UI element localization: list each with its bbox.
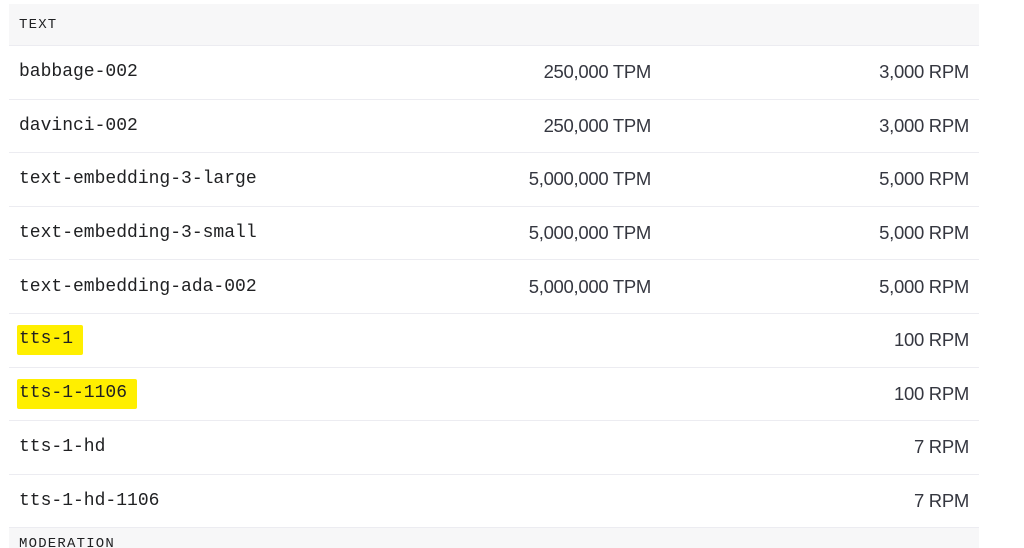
model-name-cell: davinci-002 xyxy=(9,116,439,136)
model-name: tts-1-1106 xyxy=(17,379,137,409)
rpm-cell: 3,000 RPM xyxy=(651,61,969,83)
rpm-cell: 100 RPM xyxy=(651,329,969,351)
model-name-cell: tts-1-hd-1106 xyxy=(9,491,439,511)
section-header-moderation: MODERATION xyxy=(9,528,979,548)
model-name-cell: text-embedding-ada-002 xyxy=(9,277,439,297)
tpm-cell: 5,000,000 TPM xyxy=(439,222,651,244)
rpm-cell: 5,000 RPM xyxy=(651,168,969,190)
section-header-text: TEXT xyxy=(9,4,979,46)
rpm-cell: 7 RPM xyxy=(651,490,969,512)
model-name-cell: babbage-002 xyxy=(9,62,439,82)
model-name: tts-1-hd xyxy=(19,437,105,457)
section-header-label: MODERATION xyxy=(19,536,115,548)
table-row: tts-1-hd 7 RPM xyxy=(9,421,979,475)
tpm-cell: 250,000 TPM xyxy=(439,61,651,83)
rpm-cell: 5,000 RPM xyxy=(651,222,969,244)
table-row: tts-1 100 RPM xyxy=(9,314,979,368)
model-name: text-embedding-3-small xyxy=(19,223,257,243)
model-name-cell: text-embedding-3-large xyxy=(9,169,439,189)
model-name: tts-1 xyxy=(17,325,83,355)
rpm-cell: 7 RPM xyxy=(651,436,969,458)
table-row: tts-1-hd-1106 7 RPM xyxy=(9,475,979,529)
rate-limits-table: TEXT babbage-002 250,000 TPM 3,000 RPM d… xyxy=(9,4,979,548)
model-name: babbage-002 xyxy=(19,62,138,82)
rpm-cell: 5,000 RPM xyxy=(651,276,969,298)
model-name: text-embedding-3-large xyxy=(19,169,257,189)
model-name: text-embedding-ada-002 xyxy=(19,277,257,297)
table-row: babbage-002 250,000 TPM 3,000 RPM xyxy=(9,46,979,100)
table-row: text-embedding-3-small 5,000,000 TPM 5,0… xyxy=(9,207,979,261)
tpm-cell: 250,000 TPM xyxy=(439,115,651,137)
tpm-cell: 5,000,000 TPM xyxy=(439,168,651,190)
model-name-cell: text-embedding-3-small xyxy=(9,223,439,243)
table-row: text-embedding-ada-002 5,000,000 TPM 5,0… xyxy=(9,260,979,314)
tpm-cell: 5,000,000 TPM xyxy=(439,276,651,298)
model-name: davinci-002 xyxy=(19,116,138,136)
table-row: text-embedding-3-large 5,000,000 TPM 5,0… xyxy=(9,153,979,207)
table-row: davinci-002 250,000 TPM 3,000 RPM xyxy=(9,100,979,154)
model-name: tts-1-hd-1106 xyxy=(19,491,159,511)
model-name-cell: tts-1-hd xyxy=(9,437,439,457)
rpm-cell: 100 RPM xyxy=(651,383,969,405)
table-row: tts-1-1106 100 RPM xyxy=(9,368,979,422)
section-header-label: TEXT xyxy=(19,17,57,33)
rpm-cell: 3,000 RPM xyxy=(651,115,969,137)
model-name-cell: tts-1 xyxy=(9,325,439,355)
model-name-cell: tts-1-1106 xyxy=(9,379,439,409)
